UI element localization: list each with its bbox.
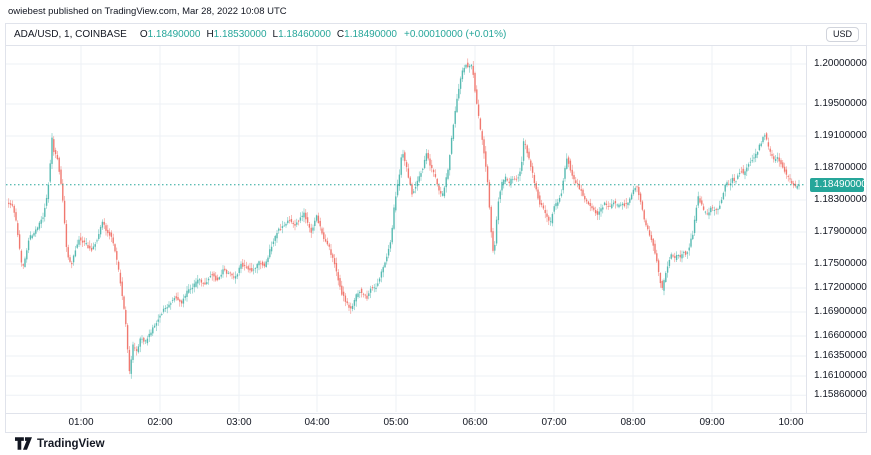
ohlc-label: O (140, 29, 148, 40)
legend-bar: ADA/USD, 1, COINBASE O1.18490000H1.18530… (6, 24, 866, 46)
candlestick-plot[interactable] (6, 46, 806, 412)
price-axis-label: 1.19100000 (814, 130, 867, 141)
price-change: +0.00010000 (+0.01%) (404, 29, 506, 40)
ohlc-label: H (206, 29, 213, 40)
price-axis-label: 1.16350000 (814, 350, 867, 361)
ohlc-value: 1.18460000 (278, 29, 331, 40)
price-axis-label: 1.20000000 (814, 58, 867, 69)
price-axis[interactable]: 1.20000000 1.19500000 1.19100000 1.18700000… (806, 46, 866, 413)
price-axis-label: 1.17200000 (814, 282, 867, 293)
time-axis-label: 01:00 (68, 417, 93, 428)
time-axis-label: 07:00 (541, 417, 566, 428)
price-axis-label: 1.19500000 (814, 98, 867, 109)
price-axis-label: 1.16600000 (814, 330, 867, 341)
time-axis-label: 08:00 (620, 417, 645, 428)
time-axis-label: 02:00 (147, 417, 172, 428)
time-axis-label: 10:00 (778, 417, 803, 428)
time-axis[interactable]: 01:00 02:00 03:00 04:00 05:00 06:00 07:00 08:00… (6, 413, 866, 432)
time-axis-label: 04:00 (304, 417, 329, 428)
symbol-legend: ADA/USD, 1, COINBASE O1.18490000H1.18530… (14, 29, 506, 40)
price-axis-label: 1.18300000 (814, 194, 867, 205)
chart-main-row: 1.20000000 1.19500000 1.19100000 1.18700000… (6, 46, 866, 413)
price-axis-label: 1.16900000 (814, 306, 867, 317)
time-axis-label: 06:00 (462, 417, 487, 428)
ohlc-value: 1.18490000 (344, 29, 397, 40)
price-axis-label: 1.18700000 (814, 162, 867, 173)
ohlc-values: O1.18490000H1.18530000L1.18460000C1.1849… (134, 29, 397, 40)
tradingview-logo-icon (15, 437, 32, 450)
last-price-badge: 1.18490000 (810, 178, 864, 192)
currency-unit-button[interactable]: USD (826, 27, 859, 42)
tradingview-logo-text: TradingView (37, 438, 105, 450)
page: { "attribution": "owiebest published on … (0, 0, 871, 455)
time-axis-label: 03:00 (226, 417, 251, 428)
time-axis-label: 09:00 (699, 417, 724, 428)
price-axis-label: 1.15860000 (814, 389, 867, 400)
attribution-text: owiebest published on TradingView.com, M… (8, 6, 287, 17)
price-axis-label: 1.17500000 (814, 258, 867, 269)
price-axis-label: 1.17900000 (814, 226, 867, 237)
ohlc-value: 1.18490000 (148, 29, 201, 40)
chart-widget: ADA/USD, 1, COINBASE O1.18490000H1.18530… (5, 23, 867, 433)
tradingview-logo-link[interactable]: TradingView (15, 437, 105, 450)
price-axis-label: 1.16100000 (814, 370, 867, 381)
ohlc-value: 1.18530000 (214, 29, 267, 40)
time-axis-label: 05:00 (383, 417, 408, 428)
symbol-title: ADA/USD, 1, COINBASE (14, 29, 127, 40)
